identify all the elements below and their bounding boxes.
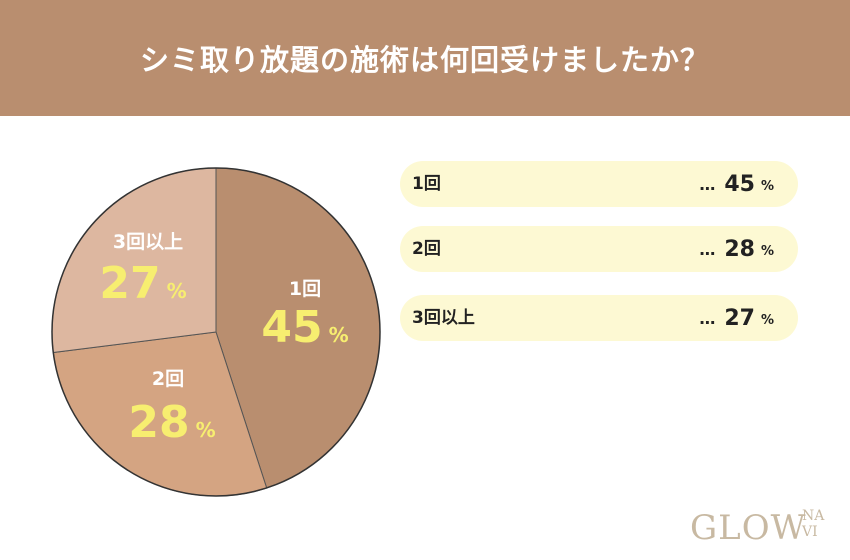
legend-value: 45 — [724, 171, 755, 197]
legend-dots: … — [699, 174, 717, 194]
slice-label: 1回 — [289, 278, 321, 300]
slice-value-label: 45% — [261, 302, 348, 353]
slice-label: 2回 — [152, 368, 184, 390]
header-banner: シミ取り放題の施術は何回受けましたか？ — [0, 0, 850, 116]
legend-dots: … — [699, 239, 717, 259]
legend-value: 28 — [724, 236, 755, 262]
legend-label: 1回 — [412, 174, 441, 194]
logo-wordmark: GLOW — [690, 508, 807, 548]
legend-label: 2回 — [412, 239, 441, 259]
legend-unit: % — [760, 178, 774, 194]
legend-label: 3回以上 — [412, 308, 475, 328]
legend-row-1: 1回 … 45 % — [400, 161, 798, 207]
legend-dots: … — [699, 308, 717, 328]
page-title: シミ取り放題の施術は何回受けましたか？ — [139, 43, 710, 77]
logo-subtext: NA VI — [802, 508, 825, 540]
pie-outline — [51, 167, 381, 497]
legend-value: 27 — [724, 305, 755, 331]
slice-label: 3回以上 — [113, 231, 183, 253]
slice-value-label: 28% — [128, 397, 215, 448]
slice-value-label: 27% — [99, 258, 186, 309]
legend-unit: % — [760, 243, 774, 259]
legend-row-2: 2回 … 28 % — [400, 226, 798, 272]
legend-unit: % — [760, 312, 774, 328]
legend-row-3: 3回以上 … 27 % — [400, 295, 798, 341]
